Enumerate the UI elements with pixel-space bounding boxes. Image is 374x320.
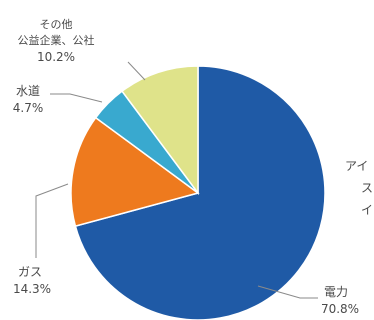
other-percent: 10.2% (37, 50, 75, 64)
pie-slice-other (121, 65, 199, 196)
cut-off-text-line1: アイ (345, 159, 368, 173)
leader-line-water (50, 93, 103, 103)
other-name-line1: その他 (40, 18, 73, 31)
pie-slice-electricity (74, 65, 326, 320)
cut-off-text-line2: ス (361, 181, 373, 195)
pie-slices (70, 65, 326, 320)
leader-line-gas (35, 183, 69, 258)
pie-slice-gas (70, 116, 200, 228)
gas-percent: 14.3% (13, 282, 51, 296)
electricity-name: 電力 (324, 285, 348, 299)
water-name: 水道 (16, 84, 40, 98)
gas-name: ガス (18, 265, 42, 279)
leader-line-other (127, 61, 146, 81)
electricity-percent: 70.8% (321, 302, 359, 316)
cut-off-text-line3: イ (361, 203, 373, 217)
other-name-line2: 公益企業、公社 (18, 33, 95, 47)
leader-line-electricity (257, 285, 318, 299)
water-percent: 4.7% (13, 101, 44, 115)
